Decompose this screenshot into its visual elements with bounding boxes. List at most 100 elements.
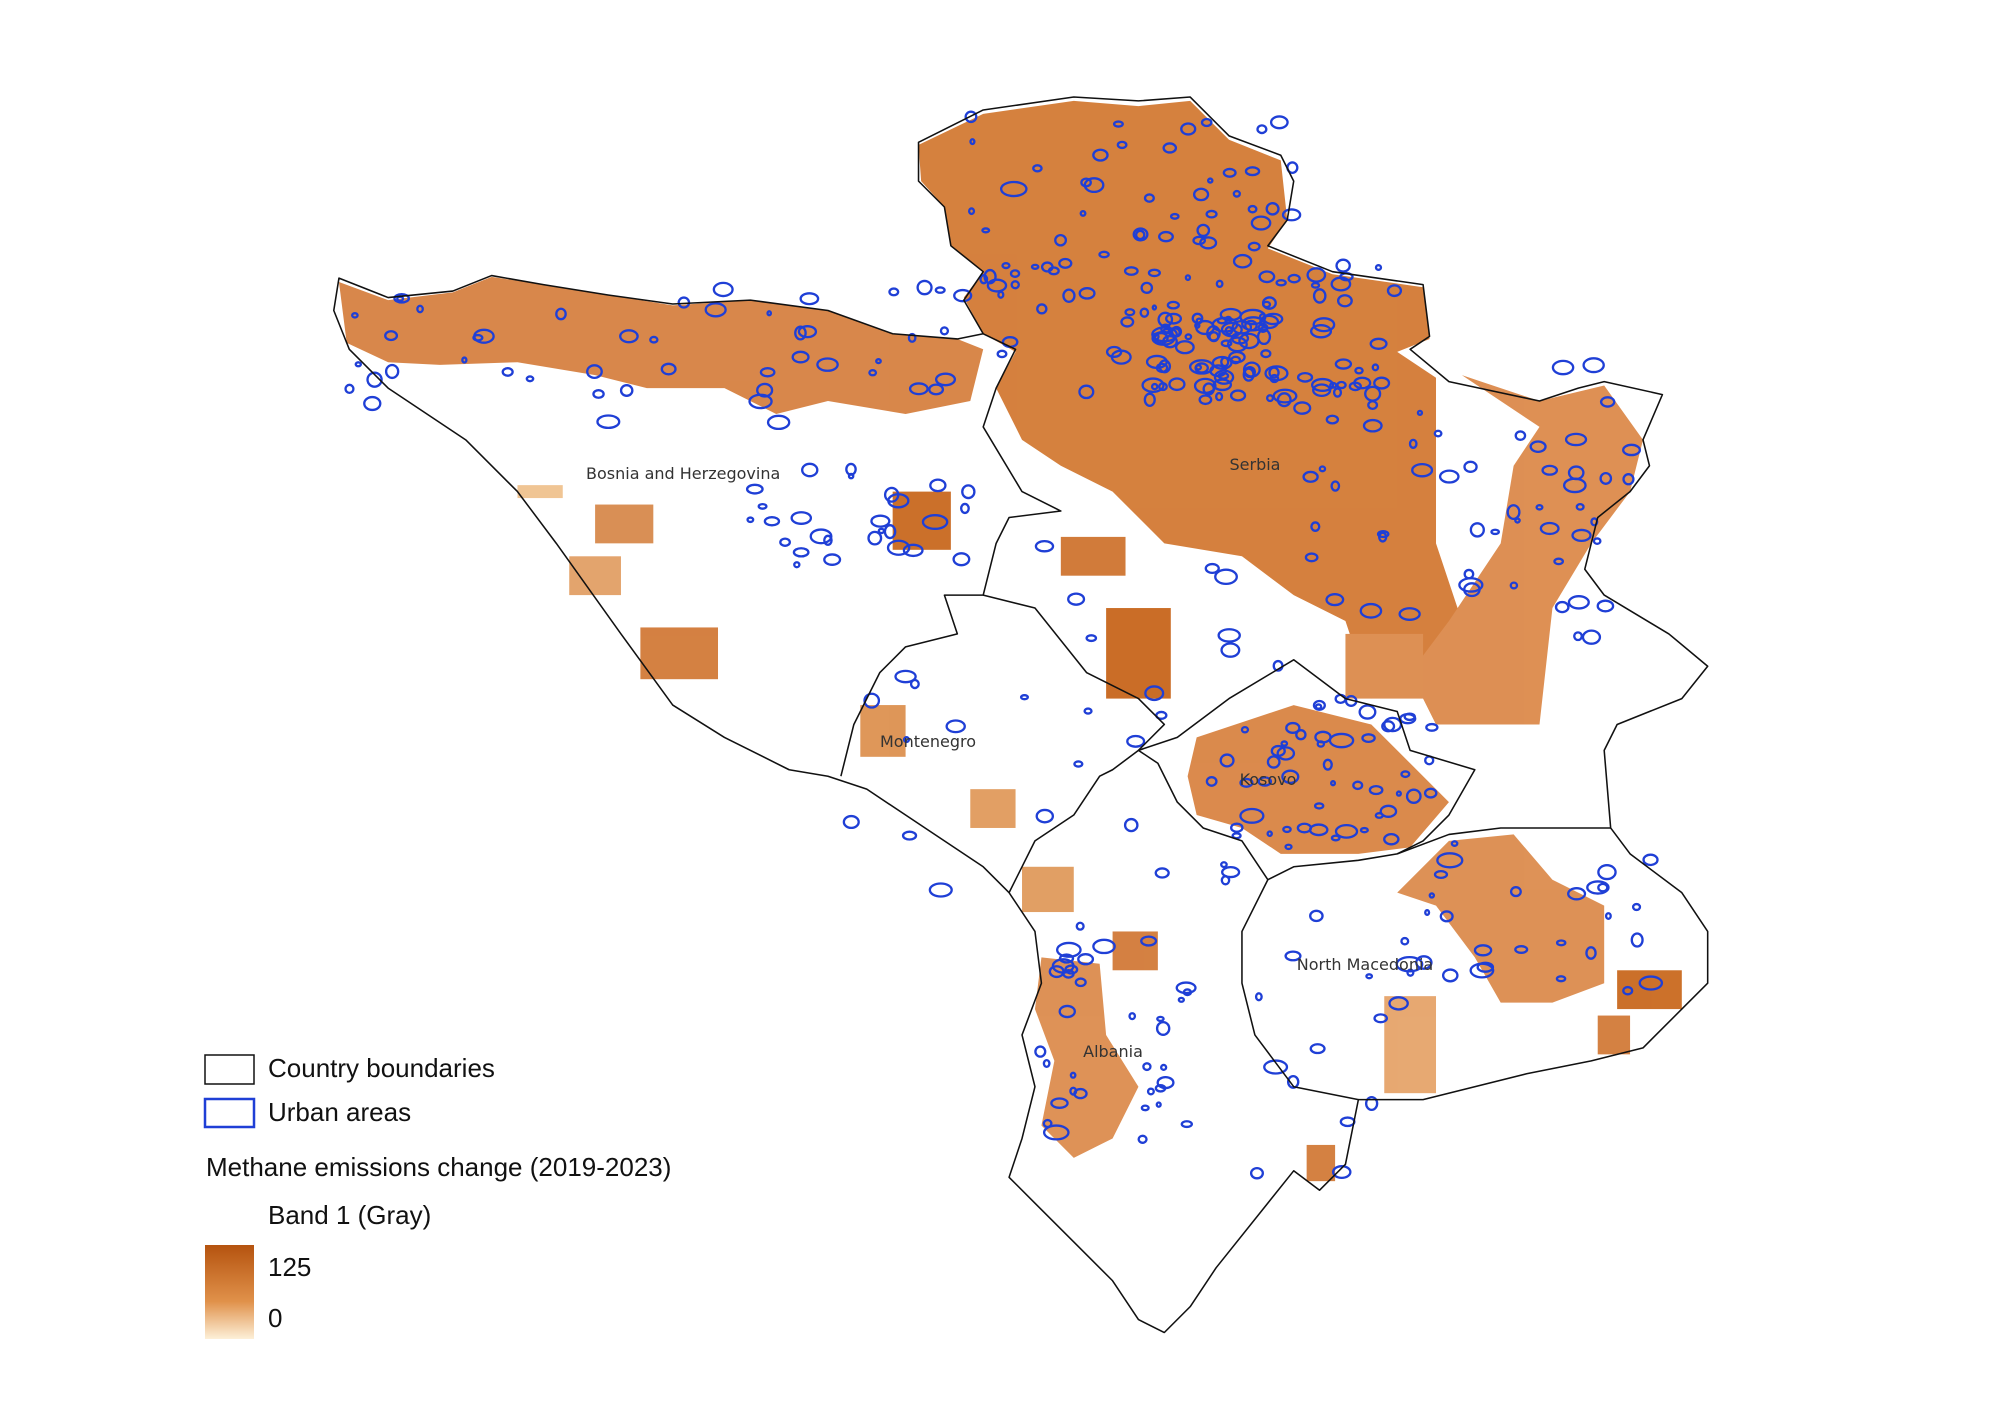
urban-area [1139,307,1150,318]
urban-area [1284,950,1302,962]
country-boundaries [332,96,1709,1334]
urban-area [384,363,400,380]
emission-area [338,276,984,414]
urban-area [1105,345,1123,358]
urban-area [1123,817,1139,833]
urban-area [1058,1004,1076,1019]
urban-area [1310,521,1321,532]
urban-area [961,484,976,500]
urban-area [1124,308,1136,317]
urban-area [1272,388,1298,404]
urban-area [1309,909,1324,923]
emission-area [918,100,1462,699]
urban-area [1162,334,1178,349]
urban-area [1189,359,1215,375]
urban-area [1069,1086,1078,1096]
urban-area [887,493,910,509]
urban-area [1078,287,1096,300]
urban-area [1034,539,1055,553]
urban-area [1398,607,1421,621]
urban-area [823,553,842,566]
urban-area [1256,124,1268,135]
urban-area [1309,1043,1326,1055]
urban-area [1622,472,1635,486]
urban-area [1330,480,1341,492]
urban-area [960,502,970,515]
urban-area [1586,880,1610,895]
urban-area [1275,278,1287,287]
urban-area [1165,312,1183,325]
legend-urban-swatch [203,1097,256,1129]
urban-area [1085,634,1098,643]
urban-area [888,287,900,297]
urban-area [1311,377,1335,393]
urban-area [759,367,776,378]
urban-area [1424,909,1431,917]
urban-area [1064,964,1079,975]
urban-area [870,514,891,528]
urban-area [1078,384,1095,400]
border-line [840,348,1062,777]
urban-area [1054,233,1068,247]
urban-area [1240,725,1250,734]
urban-area [1575,502,1585,511]
urban-area [1348,381,1362,392]
urban-area [863,692,881,709]
urban-area [1156,1015,1165,1023]
urban-area [1055,941,1082,958]
urban-area [1365,973,1374,980]
urban-area [1368,784,1384,796]
urban-area [1162,142,1178,154]
urban-area [746,516,755,524]
urban-area [1335,258,1351,273]
urban-area [1295,729,1307,741]
urban-area [868,369,878,377]
urban-area [1509,581,1519,590]
urban-area [1154,867,1170,879]
urban-area [351,312,359,319]
urban-area [1192,235,1206,246]
urban-area [748,393,773,410]
urban-area [1285,721,1301,735]
urban-area [1001,262,1011,270]
urban-area [1469,522,1485,538]
urban-area [1463,460,1478,473]
urban-area [1567,595,1590,610]
urban-area [1336,294,1353,308]
urban-area [1194,364,1203,371]
country-labels: Bosnia and Herzegovina Serbia Montenegro Ko… [586,455,1433,1061]
colorbar-min-label: 0 [268,1303,282,1333]
urban-area [1367,400,1379,411]
urban-area [1400,770,1411,779]
urban-area [1334,823,1359,839]
urban-area [1213,369,1235,385]
urban-area [1276,392,1292,408]
urban-area [1249,1166,1264,1180]
urban-area [1219,753,1235,768]
urban-area [1436,852,1464,869]
urban-area [757,502,768,510]
urban-area [1140,281,1154,295]
urban-area [1263,1059,1289,1075]
urban-area [1160,1063,1168,1071]
urban-area [756,382,774,398]
urban-area [1261,296,1277,310]
urban-area [1232,189,1241,198]
urban-area [1074,977,1087,988]
urban-area [1260,349,1272,359]
urban-area [1331,1165,1352,1180]
urban-area [1207,177,1214,184]
urban-area [344,383,355,395]
urban-area [525,375,535,383]
urban-area [1141,377,1165,394]
urban-area [1257,776,1273,787]
urban-area [1010,280,1020,290]
urban-area [619,329,639,344]
urban-area [1433,869,1449,880]
urban-area [809,528,833,545]
urban-area [1112,120,1124,128]
urban-area [1220,339,1233,348]
urban-area [384,330,399,342]
urban-area [1506,504,1521,521]
emission-area [1410,375,1643,725]
